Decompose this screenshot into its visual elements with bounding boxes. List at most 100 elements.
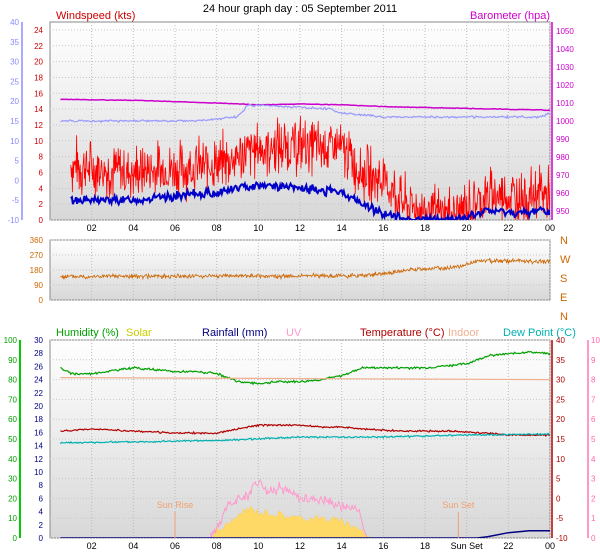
- compass-label-n: N: [560, 235, 568, 247]
- compass-label-n: N: [560, 311, 568, 323]
- humidity-tick-label: 70: [8, 395, 17, 404]
- wind-baro-x-tick-label: 02: [87, 223, 97, 233]
- uv-tick-label: 2: [591, 494, 596, 503]
- sun-event-label: Sun Rise: [157, 500, 194, 510]
- barometer-tick-label: 970: [556, 171, 570, 180]
- rainfall-tick-label: 24: [34, 376, 43, 385]
- direction-tick-label: 270: [30, 251, 44, 260]
- humidity-tick-label: 100: [4, 336, 18, 345]
- climate-x-tick-label: 00: [545, 541, 555, 551]
- rainfall-tick-label: 22: [34, 389, 43, 398]
- wind-baro-x-tick-label: 06: [170, 223, 180, 233]
- humidity-tick-label: 40: [8, 455, 17, 464]
- temp-outer-tick-label: 0: [15, 176, 20, 185]
- temperature-tick-label: 25: [556, 395, 565, 404]
- humidity-tick-label: 90: [8, 356, 17, 365]
- dew-point-series-line: [59, 432, 550, 445]
- legend-item: Indoor: [448, 327, 480, 339]
- humidity-tick-label: 0: [13, 534, 18, 543]
- temp-outer-tick-label: 25: [10, 77, 19, 86]
- direction-tick-label: 90: [34, 281, 43, 290]
- wind-baro-x-tick-label: 00: [545, 223, 555, 233]
- gust-series-line: [70, 180, 550, 220]
- temperature-tick-label: 30: [556, 376, 565, 385]
- temp-outer-tick-label: 20: [10, 97, 19, 106]
- rainfall-tick-label: 6: [39, 494, 44, 503]
- uv-tick-label: 0: [591, 534, 596, 543]
- humidity-series-line: [60, 350, 550, 386]
- rainfall-tick-label: 2: [39, 521, 44, 530]
- temperature-tick-label: 10: [556, 455, 565, 464]
- temperature-tick-label: 20: [556, 415, 565, 424]
- rainfall-tick-label: 26: [34, 362, 43, 371]
- uv-tick-label: 7: [591, 395, 596, 404]
- legend-item: Rainfall (mm): [202, 327, 267, 339]
- barometer-tick-label: 1050: [556, 27, 574, 36]
- windspeed-tick-label: 10: [34, 137, 43, 146]
- climate-x-tick-label: 16: [378, 541, 388, 551]
- temperature-tick-label: 0: [556, 494, 561, 503]
- temperature-tick-label: -10: [556, 534, 568, 543]
- wind-baro-x-tick-label: 20: [462, 223, 472, 233]
- temp-outer-tick-label: -10: [7, 216, 19, 225]
- barometer-tick-label: 1000: [556, 117, 574, 126]
- rainfall-tick-label: 30: [34, 336, 43, 345]
- wind-baro-x-tick-label: 08: [212, 223, 222, 233]
- rainfall-tick-label: 10: [34, 468, 43, 477]
- uv-tick-label: 1: [591, 514, 596, 523]
- direction-tick-label: 180: [30, 266, 44, 275]
- windspeed-tick-label: 0: [39, 216, 44, 225]
- climate-x-tick-label: 08: [212, 541, 222, 551]
- temp-outer-tick-label: -5: [12, 196, 20, 205]
- legend-item: UV: [286, 327, 302, 339]
- uv-tick-label: 4: [591, 455, 596, 464]
- windspeed-tick-label: 12: [34, 121, 43, 130]
- wind-baro-x-tick-label: 16: [378, 223, 388, 233]
- wind-baro-x-tick-label: 12: [295, 223, 305, 233]
- barometer-tick-label: 960: [556, 189, 570, 198]
- compass-label-e: E: [560, 292, 567, 304]
- uv-series-line: [209, 479, 368, 538]
- climate-x-tick-label: 22: [503, 541, 513, 551]
- uv-tick-label: 9: [591, 356, 596, 365]
- windspeed-tick-label: 4: [39, 184, 44, 193]
- windspeed-tick-label: 20: [34, 58, 43, 67]
- temp-outer-tick-label: 15: [10, 117, 19, 126]
- temp-outer-tick-label: 35: [10, 38, 19, 47]
- direction-tick-label: 0: [39, 296, 44, 305]
- wind-baro-x-tick-label: 04: [128, 223, 138, 233]
- legend-item: Humidity (%): [56, 327, 119, 339]
- direction-tick-label: 360: [30, 236, 44, 245]
- uv-tick-label: 6: [591, 415, 596, 424]
- climate-x-tick-label: 02: [87, 541, 97, 551]
- windspeed-tick-label: 2: [39, 200, 44, 209]
- humidity-tick-label: 80: [8, 376, 17, 385]
- indoor-series-line: [60, 377, 550, 381]
- climate-x-tick-label: 10: [253, 541, 263, 551]
- sun-event-label: Sun Set: [442, 500, 475, 510]
- windspeed-series-line: [70, 115, 550, 220]
- rainfall-tick-label: 14: [34, 442, 43, 451]
- humidity-tick-label: 20: [8, 494, 17, 503]
- barometer-tick-label: 1030: [556, 63, 574, 72]
- legend-item: Dew Point (°C): [503, 327, 576, 339]
- uv-tick-label: 8: [591, 376, 596, 385]
- wind-baro-x-tick-label: 22: [503, 223, 513, 233]
- temp-outer-tick-label: 30: [10, 58, 19, 67]
- barometer-axis-label: Barometer (hpa): [470, 10, 550, 22]
- humidity-tick-label: 50: [8, 435, 17, 444]
- humidity-tick-label: 10: [8, 514, 17, 523]
- temp-outer-tick-label: 5: [15, 157, 20, 166]
- legend-item: Solar: [126, 327, 152, 339]
- uv-tick-label: 5: [591, 435, 596, 444]
- rainfall-tick-label: 20: [34, 402, 43, 411]
- climate-x-tick-label: 12: [295, 541, 305, 551]
- barometer-tick-label: 1020: [556, 81, 574, 90]
- temperature-tick-label: -5: [556, 514, 564, 523]
- page-title: 24 hour graph day : 05 September 2011: [203, 3, 397, 15]
- wind-direction-series-line: [60, 257, 550, 281]
- rainfall-tick-label: 16: [34, 428, 43, 437]
- climate-x-tick-label: 18: [420, 541, 430, 551]
- compass-label-w: W: [560, 254, 571, 266]
